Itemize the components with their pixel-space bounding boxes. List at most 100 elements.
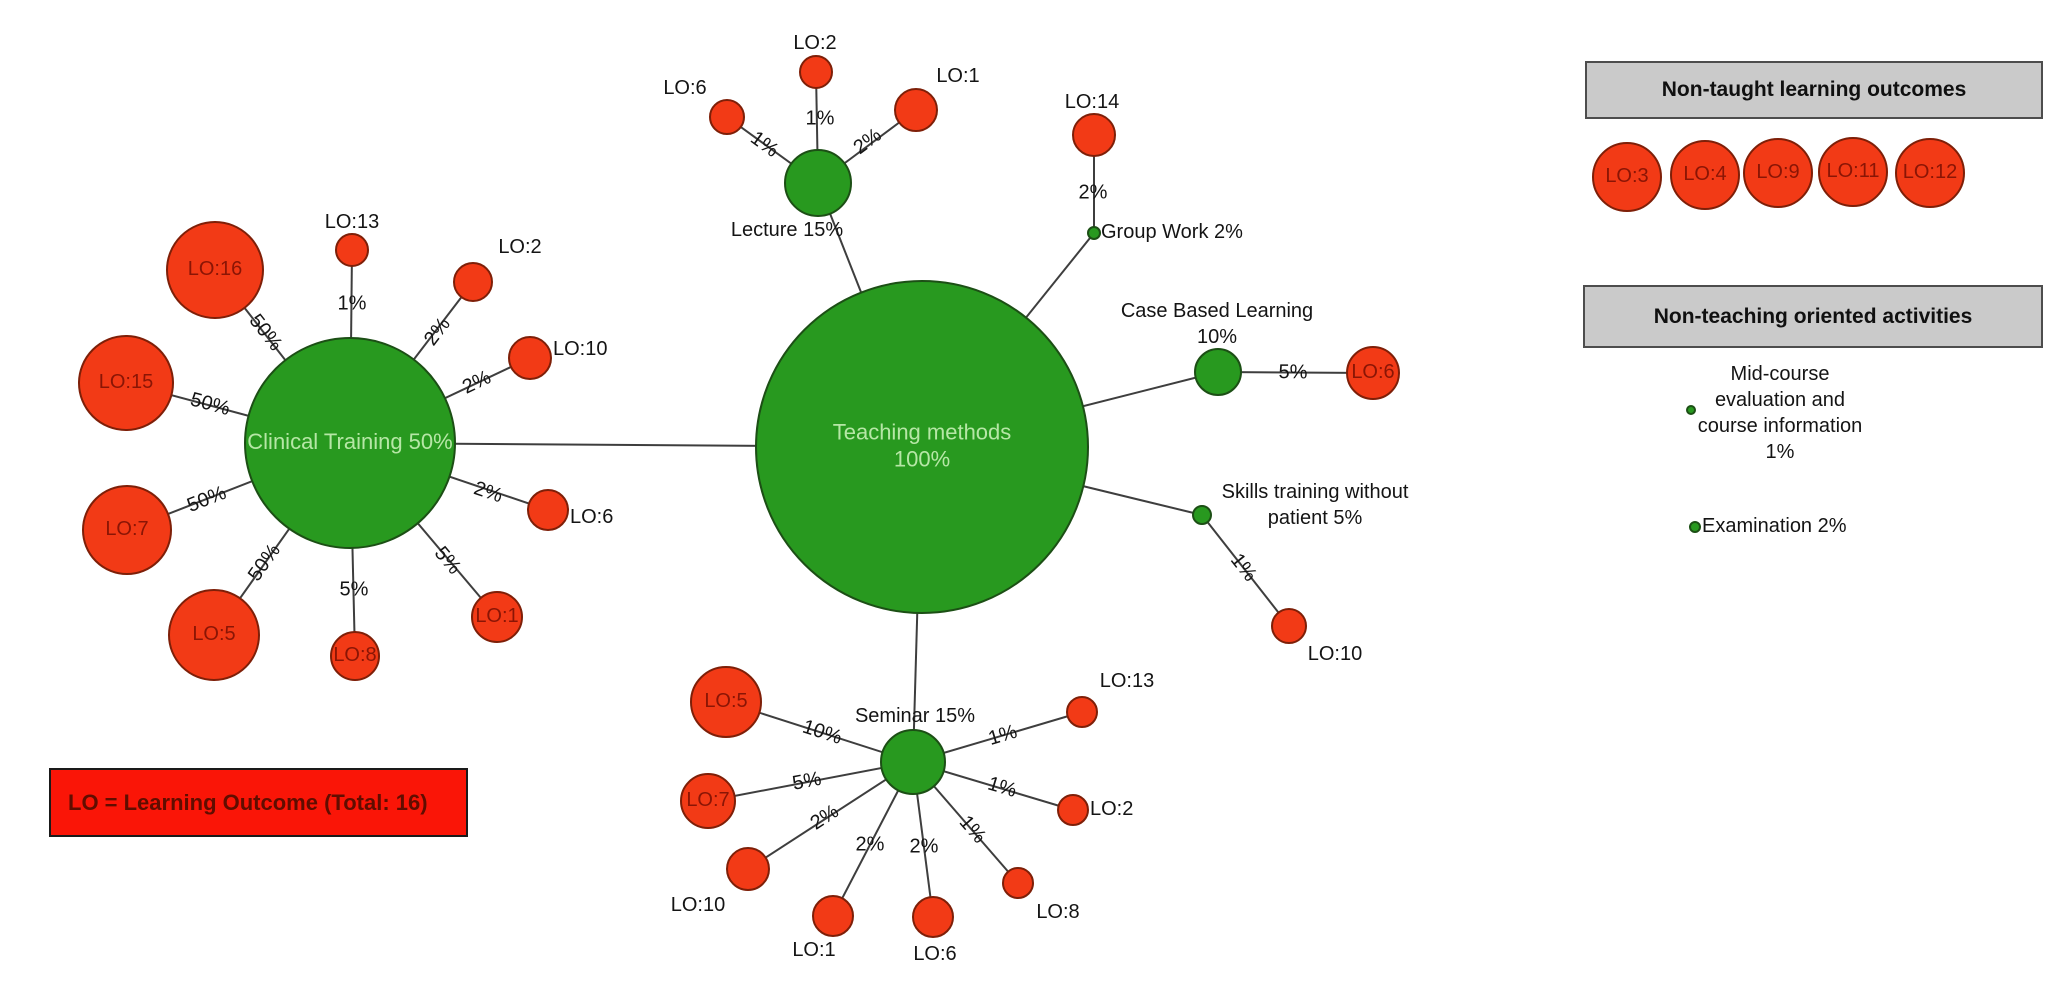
edge-sk-s10 (1201, 514, 1290, 627)
label-outcome-lo-7: LO:7 (105, 518, 148, 540)
label-non-taught-outcome-lo-3: LO:3 (1605, 165, 1648, 187)
label-method-teaching-methods-100: Teaching methods 100% (833, 419, 1012, 471)
non-taught-outcome-lo-11 (1818, 137, 1888, 207)
label-outcome-lo-15: LO:15 (99, 371, 153, 393)
panel-non-teaching-title: Non-teaching oriented activities (1653, 304, 1973, 328)
outcome-lo-8 (330, 631, 380, 681)
legend-box: LO = Learning Outcome (Total: 16) (49, 768, 468, 837)
label-outcome-lo-2: LO:2 (793, 32, 836, 54)
edge-label-ct-c6: 2% (471, 477, 506, 507)
label-method-group-work-2: Group Work 2% (1101, 221, 1243, 243)
label-outcome-lo-1: LO:1 (792, 939, 835, 961)
outcome-lo-10 (726, 847, 770, 891)
label-outcome-lo-5: LO:5 (192, 623, 235, 645)
outcome-lo-2 (799, 55, 833, 89)
label-outcome-lo-2: LO:2 (498, 236, 541, 258)
method-seminar-15 (880, 729, 946, 795)
label-non-taught-outcome-lo-11: LO:11 (1827, 160, 1880, 182)
outcome-lo-13 (1066, 696, 1098, 728)
edge-label-sem-se1: 2% (856, 833, 885, 855)
method-case-based-learning-10 (1194, 348, 1242, 396)
method-clinical-training-50 (244, 337, 456, 549)
outcome-lo-13 (335, 233, 369, 267)
outcome-lo-1 (812, 895, 854, 937)
label-non-taught-outcome-lo-9: LO:9 (1756, 161, 1799, 183)
edge-label-ct-c15: 50% (188, 389, 233, 421)
outcome-lo-1 (471, 591, 523, 643)
outcome-lo-6 (709, 99, 745, 135)
label-outcome-lo-14: LO:14 (1065, 91, 1119, 113)
label-outcome-lo-1: LO:1 (475, 605, 518, 627)
label-outcome-lo-10: LO:10 (671, 894, 725, 916)
legend-text: LO = Learning Outcome (Total: 16) (68, 789, 428, 815)
outcome-lo-10 (1271, 608, 1307, 644)
edge-label-ct-c7: 50% (184, 482, 229, 517)
panel-non-taught-title: Non-taught learning outcomes (1661, 78, 1967, 101)
outcome-lo-1 (894, 88, 938, 132)
label-outcome-lo-6: LO:6 (913, 943, 956, 965)
label-outcome-lo-5: LO:5 (704, 690, 747, 712)
label-outcome-lo-2: LO:2 (1090, 798, 1133, 820)
method-skills-training-without-patient-5 (1192, 505, 1212, 525)
non-taught-outcome-lo-4 (1670, 140, 1740, 210)
outcome-lo-10 (508, 336, 552, 380)
label-non-taught-outcome-lo-12: LO:12 (1903, 161, 1957, 183)
outcome-lo-5 (690, 666, 762, 738)
outcome-lo-2 (453, 262, 493, 302)
label-outcome-lo-10: LO:10 (1308, 643, 1362, 665)
label-method-clinical-training-50: Clinical Training 50% (247, 429, 452, 454)
non-taught-outcome-lo-9 (1743, 138, 1813, 208)
panel-non-teaching-header: Non-teaching oriented activities (1583, 285, 2043, 348)
label-outcome-lo-16: LO:16 (188, 258, 242, 280)
label-outcome-lo-13: LO:13 (325, 211, 379, 233)
method-lecture-15 (784, 149, 852, 217)
edge-label-ct-c10: 2% (459, 366, 495, 398)
label-outcome-lo-6: LO:6 (1351, 361, 1394, 383)
method-group-work-2 (1087, 226, 1101, 240)
edge-label-sem-se2: 1% (985, 773, 1019, 802)
outcome-lo-7 (82, 485, 172, 575)
label-outcome-lo-10: LO:10 (553, 338, 607, 360)
edge-label-sem-se6: 2% (910, 835, 939, 857)
label-method-skills-training-without-patient-5: Skills training without patient 5% (1222, 481, 1409, 529)
edge-label-lec-l6: 1% (746, 127, 782, 162)
non-taught-outcome-lo-12 (1895, 138, 1965, 208)
method-teaching-methods-100 (755, 280, 1089, 614)
edge-label-ct-c13: 1% (338, 292, 367, 314)
outcome-lo-8 (1002, 867, 1034, 899)
edge-label-lec-l1: 2% (849, 124, 885, 159)
panel-non-taught-header: Non-taught learning outcomes (1585, 61, 2043, 119)
edge-label-sem-se10: 2% (806, 800, 842, 834)
label-activity-mid-course-evaluation-and-course-information-1: Mid-course evaluation and course informati… (1698, 363, 1863, 463)
label-method-lecture-15: Lecture 15% (731, 219, 844, 241)
outcome-lo-16 (166, 221, 264, 319)
label-outcome-lo-6: LO:6 (663, 77, 706, 99)
label-non-taught-outcome-lo-4: LO:4 (1683, 163, 1726, 185)
outcome-lo-15 (78, 335, 174, 431)
outcome-lo-14 (1072, 113, 1116, 157)
label-outcome-lo-8: LO:8 (1036, 901, 1079, 923)
outcome-lo-5 (168, 589, 260, 681)
non-taught-outcome-lo-3 (1592, 142, 1662, 212)
outcome-lo-6 (527, 489, 569, 531)
edge-label-sem-se5: 10% (800, 716, 845, 749)
outcome-lo-7 (680, 773, 736, 829)
outcome-lo-2 (1057, 794, 1089, 826)
outcome-lo-6 (912, 896, 954, 938)
edge-label-ct-c8: 5% (340, 578, 369, 600)
label-method-case-based-learning-10: Case Based Learning 10% (1121, 300, 1313, 348)
edge-label-cbl-cb6: 5% (1278, 361, 1307, 383)
edge-label-sem-se7: 5% (791, 768, 824, 795)
edge-label-ct-c5: 50% (244, 540, 285, 586)
edge-label-sem-se13: 1% (986, 721, 1020, 750)
activity-examination-2 (1689, 521, 1701, 533)
label-outcome-lo-8: LO:8 (333, 644, 376, 666)
edge-label-sk-s10: 1% (1226, 549, 1261, 585)
edge-label-lec-l2: 1% (806, 107, 835, 129)
outcome-lo-6 (1346, 346, 1400, 400)
label-outcome-lo-13: LO:13 (1100, 670, 1154, 692)
label-activity-examination-2: Examination 2% (1702, 515, 1847, 537)
label-method-seminar-15: Seminar 15% (855, 705, 975, 727)
